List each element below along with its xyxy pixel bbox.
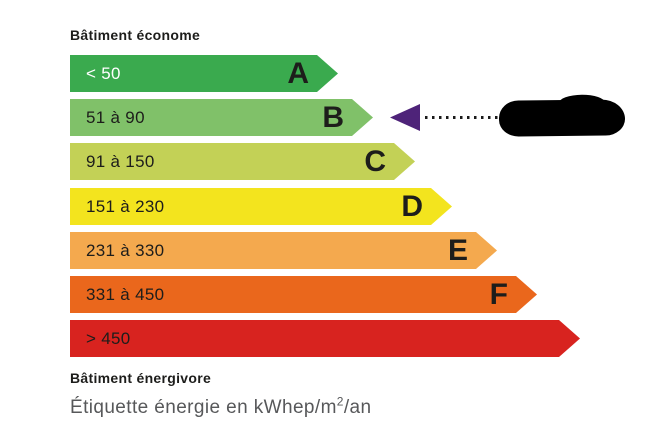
- range-label: 151 à 230: [86, 196, 165, 216]
- class-letter: E: [447, 233, 468, 267]
- energy-bar-B: 51 à 90 B: [70, 99, 373, 136]
- indicator-arrow-icon: [390, 104, 420, 131]
- energy-bar-A: < 50 A: [70, 55, 338, 92]
- caption-suffix: /an: [343, 397, 372, 418]
- energy-bar-F: 331 à 450 F: [70, 276, 537, 313]
- energy-bar-C: 91 à 150 C: [70, 143, 415, 180]
- caption-superscript: 2: [336, 394, 344, 409]
- energy-bar-G: > 450: [70, 320, 580, 357]
- range-label: 231 à 330: [86, 240, 165, 260]
- class-letter: F: [489, 277, 508, 311]
- economical-building-label: Bâtiment économe: [70, 27, 201, 43]
- energy-intensive-building-label: Bâtiment énergivore: [70, 370, 212, 386]
- energy-bar-E: 231 à 330 E: [70, 232, 497, 269]
- caption: Étiquette énergie en kWhep/m2/an: [70, 394, 372, 419]
- class-letter: A: [287, 56, 309, 90]
- caption-text: Étiquette énergie en kWhep/m: [70, 397, 337, 418]
- range-label: < 50: [86, 63, 121, 83]
- class-letter: C: [364, 144, 386, 178]
- indicator-dotted-line: [425, 116, 500, 119]
- range-label: 331 à 450: [86, 284, 165, 304]
- range-label: > 450: [86, 328, 131, 348]
- energy-bar-D: 151 à 230 D: [70, 188, 452, 225]
- class-letter: D: [401, 189, 423, 223]
- redacted-value-blob: [498, 99, 626, 137]
- class-letter: B: [322, 100, 344, 134]
- range-label: 91 à 150: [86, 151, 155, 171]
- range-label: 51 à 90: [86, 107, 145, 127]
